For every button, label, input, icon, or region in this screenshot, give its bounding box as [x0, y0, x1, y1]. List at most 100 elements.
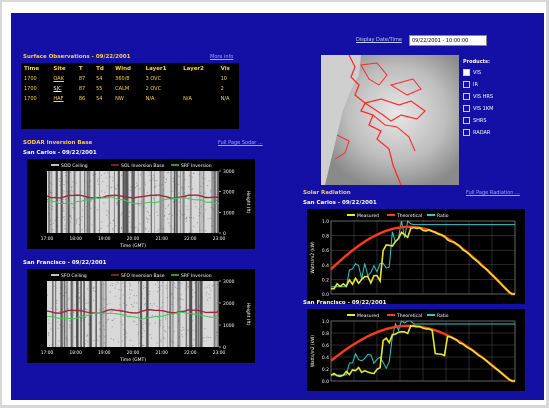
sodar-noise	[129, 293, 131, 295]
sodar-noise	[157, 229, 159, 231]
sodar-noise	[64, 171, 66, 173]
sodar-noise	[61, 179, 63, 181]
sodar-noise	[80, 191, 82, 193]
radio-button[interactable]	[463, 129, 470, 136]
sodar-echo-stripe	[76, 281, 79, 347]
sodar-noise	[109, 303, 111, 305]
map-product-options: Products: VIS IR VIS HRS VIS 1KM SHRS RADAR	[463, 59, 523, 140]
sodar-noise	[68, 297, 70, 299]
x-tick-label: 23:00	[213, 350, 226, 356]
surface-more-info-link[interactable]: More info	[210, 54, 234, 60]
sodar-echo-stripe	[185, 281, 188, 347]
map-option-vis-hrs[interactable]: VIS HRS	[463, 92, 523, 103]
sodar-noise	[131, 196, 133, 198]
sodar-noise	[165, 179, 167, 181]
sodar-noise	[67, 339, 69, 341]
map-option-ir[interactable]: IR	[463, 80, 523, 91]
sodar-noise	[163, 204, 165, 206]
sodar-noise	[195, 293, 197, 295]
sodar-san-carlos-panel: SOD Ceiling SOL Inversion Base SRF Inversi…	[27, 159, 255, 249]
sodar-noise	[88, 203, 90, 205]
sodar-noise	[113, 186, 115, 188]
sodar-noise	[192, 329, 194, 331]
sodar-noise	[112, 180, 114, 182]
sodar-noise	[103, 342, 105, 344]
sodar-noise	[183, 213, 185, 215]
map-option-vis[interactable]: VIS	[463, 68, 523, 79]
sodar-noise	[69, 324, 71, 326]
sodar-san-carlos-chart: SOD Ceiling SOL Inversion Base SRF Inversi…	[41, 163, 251, 249]
table-cell: 360/8	[115, 76, 130, 82]
sodar-noise	[205, 209, 207, 211]
sodar-noise	[172, 177, 174, 179]
sodar-echo-stripe	[140, 281, 143, 347]
sodar-noise	[125, 185, 127, 187]
sodar-noise	[147, 221, 149, 223]
sodar-echo-stripe	[51, 171, 53, 233]
sodar-noise	[159, 322, 161, 324]
sodar-noise	[140, 201, 142, 203]
sodar-noise	[156, 306, 158, 308]
sodar-noise	[156, 342, 158, 344]
sodar-noise	[135, 227, 137, 229]
sodar-noise	[208, 293, 210, 295]
sodar-noise	[85, 313, 87, 315]
sodar-noise	[86, 309, 88, 311]
solar-full-page-link[interactable]: Full Page Radiation ...	[466, 190, 520, 196]
sodar-noise	[192, 188, 194, 190]
sodar-noise	[164, 316, 166, 318]
sodar-noise	[97, 339, 99, 341]
map-option-radar[interactable]: RADAR	[463, 128, 523, 139]
y-tick-label: 1000	[223, 323, 235, 329]
legend-label: Ratio	[437, 213, 449, 219]
sodar-noise	[120, 228, 122, 230]
sodar-noise	[51, 201, 53, 203]
sodar-noise	[148, 230, 150, 232]
sodar-echo-stripe	[159, 171, 161, 233]
sodar-noise	[93, 220, 95, 222]
satellite-map[interactable]	[321, 55, 459, 185]
site-link[interactable]: OAK	[53, 76, 64, 82]
sodar-noise	[212, 225, 214, 227]
sodar-noise	[111, 310, 113, 312]
sodar-noise	[48, 192, 50, 194]
sodar-noise	[95, 173, 97, 175]
sodar-noise	[100, 174, 102, 176]
sodar-noise	[204, 328, 206, 330]
sodar-noise	[192, 344, 194, 346]
sodar-noise	[132, 306, 134, 308]
sodar-noise	[149, 303, 151, 305]
radio-button[interactable]	[463, 93, 470, 100]
sodar-noise	[112, 284, 114, 286]
radio-button[interactable]	[463, 81, 470, 88]
sodar-noise	[214, 176, 216, 178]
sodar-noise	[184, 179, 186, 181]
sodar-noise	[191, 232, 193, 234]
sodar-noise	[111, 228, 113, 230]
radio-button[interactable]	[463, 117, 470, 124]
site-link[interactable]: HAF	[53, 96, 64, 102]
sodar-noise	[108, 216, 110, 218]
inversion-base-line	[46, 194, 220, 200]
sodar-echo-stripe	[189, 171, 193, 233]
x-axis-label: Time (GMT)	[119, 357, 146, 363]
sodar-noise	[119, 178, 121, 180]
sodar-echo-stripe	[162, 171, 164, 233]
sodar-echo-stripe	[71, 281, 74, 347]
radio-button[interactable]	[463, 69, 470, 76]
map-option-label: SHRS	[473, 118, 487, 124]
date-range-input[interactable]: 09/22/2001 - 10:00:00	[409, 35, 487, 46]
sodar-noise	[48, 335, 50, 337]
sodar-noise	[56, 302, 58, 304]
radio-button[interactable]	[463, 105, 470, 112]
table-cell	[180, 84, 218, 94]
sodar-full-page-link[interactable]: Full Page Sodar ...	[218, 140, 263, 146]
sodar-noise	[86, 209, 88, 211]
sodar-echo-stripe	[100, 281, 103, 347]
sodar-noise	[178, 176, 180, 178]
map-option-vis-1km[interactable]: VIS 1KM	[463, 104, 523, 115]
site-link[interactable]: SJC	[53, 86, 62, 92]
sodar-noise	[178, 320, 180, 322]
sodar-noise	[176, 313, 178, 315]
map-option-shrs[interactable]: SHRS	[463, 116, 523, 127]
